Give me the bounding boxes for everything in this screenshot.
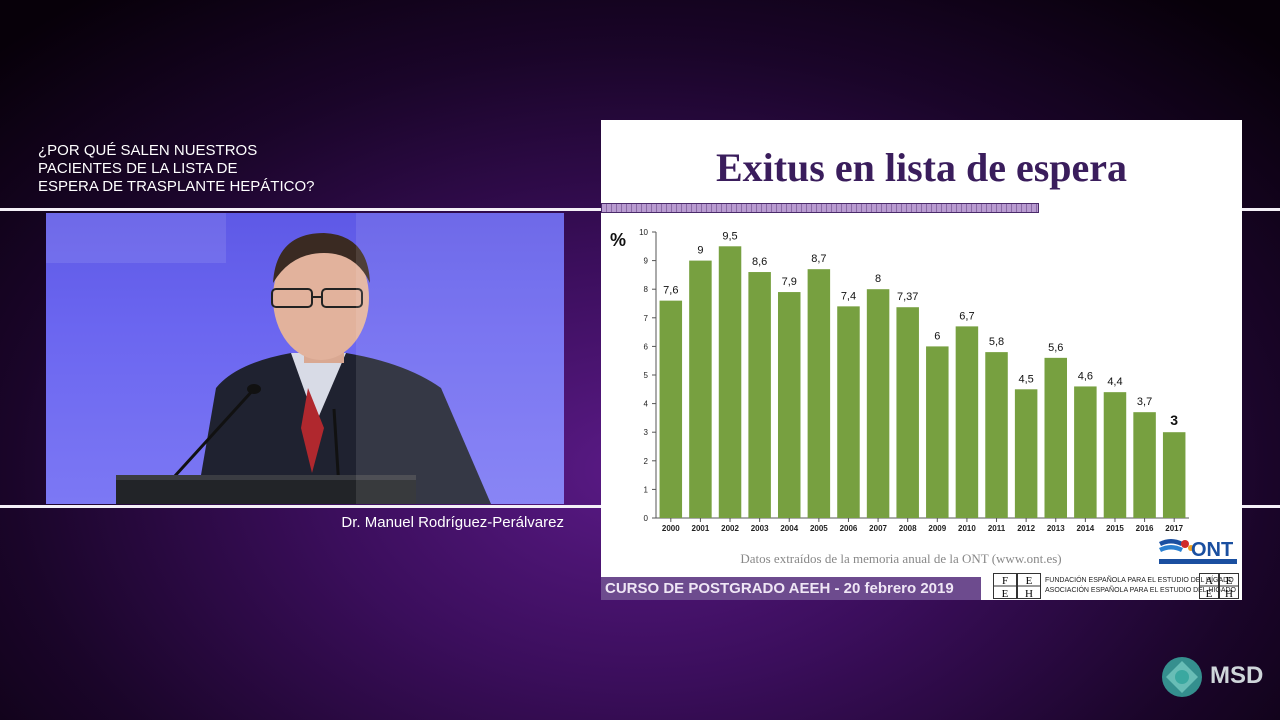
data-label: 9,5 (722, 230, 737, 242)
bar-2009 (926, 346, 949, 518)
data-label: 6,7 (959, 310, 974, 322)
data-label: 7,9 (782, 276, 797, 288)
svg-text:E: E (1226, 575, 1233, 587)
svg-text:E: E (1026, 575, 1033, 587)
bar-2008 (896, 307, 919, 518)
data-label: 3,7 (1137, 396, 1152, 408)
x-tick-label: 2012 (1017, 524, 1035, 533)
data-label: 7,37 (897, 291, 918, 303)
data-label: 8,7 (811, 253, 826, 265)
data-label: 8,6 (752, 256, 767, 268)
bar-2001 (689, 260, 712, 518)
x-tick-label: 2014 (1076, 524, 1094, 533)
data-label: 5,6 (1048, 342, 1063, 354)
y-tick-label: 6 (644, 342, 649, 351)
x-tick-label: 2017 (1165, 524, 1183, 533)
y-tick-label: 10 (639, 228, 648, 237)
talk-title-line: ¿POR QUÉ SALEN NUESTROS (38, 142, 258, 159)
bar-2016 (1133, 412, 1156, 518)
talk-title: ¿POR QUÉ SALEN NUESTROS PACIENTES DE LA … (38, 142, 368, 196)
speaker-name: Dr. Manuel Rodríguez-Perálvarez (341, 514, 564, 531)
data-label: 9 (697, 245, 703, 257)
data-label: 3 (1170, 412, 1178, 428)
data-label: 7,6 (663, 285, 678, 297)
data-label: 7,4 (841, 290, 856, 302)
x-tick-label: 2004 (780, 524, 798, 533)
svg-text:H: H (1225, 588, 1233, 599)
svg-text:A: A (1205, 575, 1213, 587)
svg-text:E: E (1206, 588, 1213, 599)
y-tick-label: 0 (644, 514, 649, 523)
course-footer: CURSO DE POSTGRADO AEEH - 20 febrero 201… (601, 577, 981, 600)
title-decoration (601, 203, 1039, 213)
x-tick-label: 2001 (692, 524, 710, 533)
y-tick-label: 3 (644, 428, 649, 437)
y-tick-label: 9 (644, 257, 649, 266)
y-tick-label: 7 (644, 314, 649, 323)
svg-text:E: E (1002, 588, 1009, 599)
feeh-logo: F E E H (993, 573, 1041, 599)
bar-2003 (748, 272, 771, 518)
talk-title-line: PACIENTES DE LA LISTA DE (38, 160, 238, 177)
x-tick-label: 2006 (840, 524, 858, 533)
ont-logo: ONT (1159, 539, 1237, 564)
bar-2002 (718, 246, 742, 519)
data-label: 4,5 (1018, 373, 1033, 385)
bar-2015 (1103, 392, 1127, 518)
bar-2004 (777, 292, 801, 518)
x-tick-label: 2013 (1047, 524, 1065, 533)
bar-2011 (985, 352, 1008, 518)
y-tick-label: 1 (644, 485, 649, 494)
speaker-video (46, 213, 564, 504)
data-label: 4,6 (1078, 370, 1093, 382)
x-tick-label: 2005 (810, 524, 828, 533)
bar-2005 (807, 269, 831, 518)
data-label: 4,4 (1107, 376, 1122, 388)
y-tick-label: 4 (644, 400, 649, 409)
bar-2014 (1074, 386, 1097, 518)
msd-logo-icon (1162, 657, 1202, 697)
speaker-figure (116, 233, 491, 504)
bar-2013 (1044, 357, 1068, 518)
svg-text:H: H (1025, 588, 1033, 599)
svg-text:F: F (1002, 575, 1008, 587)
x-tick-label: 2009 (928, 524, 946, 533)
bar-2007 (866, 289, 890, 518)
foundation-text: FUNDACIÓN ESPAÑOLA PARA EL ESTUDIO DEL H… (1045, 577, 1236, 594)
y-axis-label: % (610, 230, 626, 250)
x-tick-label: 2015 (1106, 524, 1124, 533)
x-tick-label: 2011 (988, 524, 1006, 533)
x-tick-label: 2016 (1136, 524, 1154, 533)
source-note: Datos extraídos de la memoria anual de l… (740, 551, 1062, 566)
y-tick-label: 5 (644, 371, 649, 380)
presentation-slide: Exitus en lista de espera % 0 1 2 3 4 5 6 7 8 9 10 2… (601, 120, 1242, 600)
talk-title-line: ESPERA DE TRASPLANTE HEPÁTICO? (38, 178, 315, 195)
bar-2012 (1014, 389, 1038, 518)
x-tick-label: 2002 (721, 524, 739, 533)
aeeh-logo: A E E H (1199, 573, 1239, 599)
x-tick-label: 2000 (662, 524, 680, 533)
bar-2017 (1162, 432, 1186, 518)
data-label: 8 (875, 273, 881, 285)
x-tick-label: 2003 (751, 524, 769, 533)
bar-chart: % 0 1 2 3 4 5 6 7 8 9 10 2000 7,6 2001 9 2002 9,5 2003 8,6 2… (610, 228, 1189, 533)
bar-2000 (659, 300, 683, 518)
x-tick-label: 2007 (869, 524, 887, 533)
x-tick-label: 2010 (958, 524, 976, 533)
y-tick-label: 8 (644, 285, 649, 294)
bar-2010 (955, 326, 979, 518)
data-label: 6 (934, 330, 940, 342)
x-tick-label: 2008 (899, 524, 917, 533)
ont-logo-text: ONT (1191, 539, 1233, 561)
y-tick-label: 2 (644, 457, 649, 466)
slide-title: Exitus en lista de espera (715, 145, 1128, 190)
data-label: 5,8 (989, 336, 1004, 348)
msd-logo-text: MSD (1210, 662, 1264, 689)
bar-2006 (837, 306, 860, 518)
